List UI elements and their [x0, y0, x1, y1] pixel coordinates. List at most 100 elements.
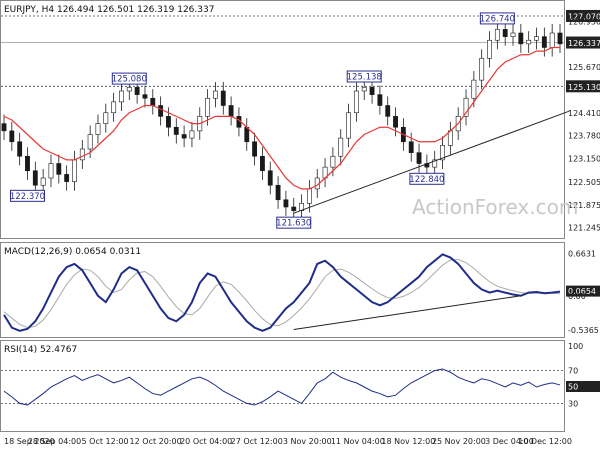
- candle-body: [526, 39, 532, 45]
- candle-body: [95, 123, 101, 135]
- x-tick-label: 20 Oct 04:00: [180, 437, 232, 446]
- price-ema: [3, 46, 560, 190]
- x-tick-label: 11 Nov 04:00: [331, 437, 385, 446]
- price-annotation-label: 122.370: [10, 192, 45, 202]
- candle-body: [361, 87, 367, 92]
- rsi-lines: [1, 368, 564, 406]
- candle-body: [9, 130, 15, 143]
- candle-body: [494, 29, 500, 41]
- price-annotation-box: [409, 172, 445, 185]
- candle-body: [353, 90, 359, 114]
- candle-body: [79, 148, 85, 161]
- rsi-tick-highlight: [566, 381, 600, 392]
- price-tick-label: 126.930: [568, 18, 600, 27]
- candle-body: [126, 87, 132, 92]
- x-tick-label: 18 Nov 12:00: [381, 437, 435, 446]
- price-annotation-box: [276, 216, 312, 229]
- candle-body: [549, 32, 555, 48]
- rsi-tick-label: 30: [568, 399, 578, 408]
- price-tick-label: 122.505: [568, 178, 600, 187]
- candle-body: [205, 97, 211, 117]
- chart-title: EURJPY, H4 126.494 126.501 126.319 126.3…: [4, 5, 214, 15]
- rsi-line: [3, 368, 561, 406]
- macd-tick-label: -0.5365: [568, 326, 599, 335]
- candle-body: [432, 159, 438, 168]
- macd-tick-label: 0.0654: [568, 287, 596, 296]
- candle-body: [87, 134, 93, 150]
- candle-body: [173, 126, 179, 135]
- price-annotation-box: [111, 72, 147, 85]
- macd-title: MACD(12,26,9) 0.0654 0.0311: [4, 247, 141, 257]
- candle-body: [463, 97, 469, 117]
- x-tick-label: 3 Dec 04:00: [485, 437, 534, 446]
- candle-body: [32, 170, 38, 186]
- candle-body: [17, 141, 23, 157]
- price-annotations: 122.370 125.080 121.630 125.138 122.840 126.7…: [10, 12, 515, 229]
- candle-body: [228, 105, 234, 117]
- price-tick-label: 121.875: [568, 201, 600, 210]
- x-tick-label: 18 Sep 2020: [4, 437, 55, 446]
- macd-main-line: [3, 253, 561, 332]
- price-tick-highlight: [566, 80, 600, 93]
- price-tick-label: 125.670: [568, 63, 600, 72]
- candle-body: [479, 58, 485, 81]
- candle-body: [502, 29, 508, 37]
- candle-body: [213, 90, 218, 99]
- rsi-axis: 100 70 50 30: [566, 342, 600, 408]
- candle-body: [385, 105, 391, 117]
- candle-body: [283, 199, 289, 208]
- price-panel-frame: [0, 0, 565, 239]
- candle-body: [220, 90, 226, 106]
- candle-body: [541, 36, 547, 48]
- candle-body: [166, 116, 171, 128]
- price-annotation-label: 121.630: [276, 219, 311, 229]
- rsi-panel-frame: [0, 340, 565, 432]
- macd-trendline: [293, 295, 521, 331]
- candle-body: [440, 145, 445, 161]
- candle-body: [150, 97, 156, 106]
- price-tick-label: 126.337: [568, 39, 600, 48]
- candle-body: [72, 159, 77, 182]
- candle-body: [142, 94, 148, 99]
- price-levels: [1, 15, 564, 87]
- macd-tick-highlight: [566, 285, 600, 297]
- price-annotation-label: 122.840: [409, 175, 444, 185]
- x-tick-label: 27 Oct 12:00: [231, 437, 283, 446]
- candle-body: [119, 90, 124, 103]
- macd-signal-line: [3, 258, 561, 329]
- candle-body: [408, 141, 414, 153]
- candle-body: [518, 32, 524, 45]
- price-annotation-box: [479, 12, 515, 25]
- candle-body: [252, 141, 258, 157]
- candle-body: [377, 94, 383, 106]
- rsi-tick-label: 100: [568, 342, 583, 351]
- candle-body: [64, 174, 70, 182]
- price-annotation-box: [346, 70, 382, 83]
- candle-body: [103, 112, 109, 124]
- macd-tick-label: 0.6631: [568, 250, 596, 259]
- price-tick-label: 123.150: [568, 155, 600, 164]
- x-tick-label: 5 Oct 12:00: [82, 437, 129, 446]
- macd-tick-label: 0.00: [568, 292, 586, 301]
- x-tick-label: 25 Nov 20:00: [432, 437, 486, 446]
- price-tick-highlight: [566, 9, 600, 22]
- candle-body: [111, 101, 117, 114]
- candle-body: [158, 105, 164, 117]
- candle-body: [181, 134, 187, 139]
- ema-line: [3, 46, 560, 190]
- candle-body: [56, 163, 62, 175]
- candle-body: [471, 79, 477, 99]
- candle-body: [338, 137, 344, 157]
- x-tick-label: 3 Nov 20:00: [283, 437, 332, 446]
- candle-body: [1, 123, 7, 132]
- candle-body: [393, 116, 398, 128]
- price-tick-label: 123.780: [568, 132, 600, 141]
- candle-body: [275, 184, 281, 201]
- watermark: ActionForex.com: [412, 195, 578, 219]
- support-trendline: [293, 110, 570, 214]
- price-tick-highlight: [566, 36, 600, 49]
- candle-body: [267, 170, 273, 186]
